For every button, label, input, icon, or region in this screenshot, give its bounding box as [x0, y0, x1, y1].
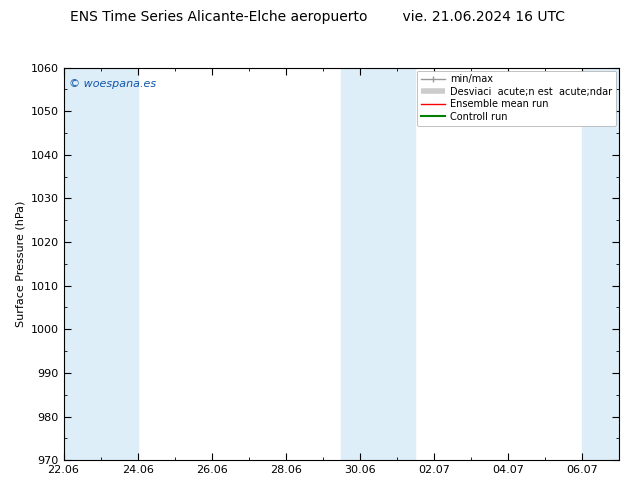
Bar — [359, 68, 415, 460]
Bar — [341, 68, 359, 460]
Text: ENS Time Series Alicante-Elche aeropuerto        vie. 21.06.2024 16 UTC: ENS Time Series Alicante-Elche aeropuert… — [70, 10, 564, 24]
Legend: min/max, Desviaci  acute;n est  acute;ndar, Ensemble mean run, Controll run: min/max, Desviaci acute;n est acute;ndar… — [417, 71, 616, 125]
Text: © woespana.es: © woespana.es — [69, 79, 156, 89]
Bar — [82, 68, 138, 460]
Bar — [63, 68, 82, 460]
Bar — [582, 68, 619, 460]
Y-axis label: Surface Pressure (hPa): Surface Pressure (hPa) — [15, 201, 25, 327]
